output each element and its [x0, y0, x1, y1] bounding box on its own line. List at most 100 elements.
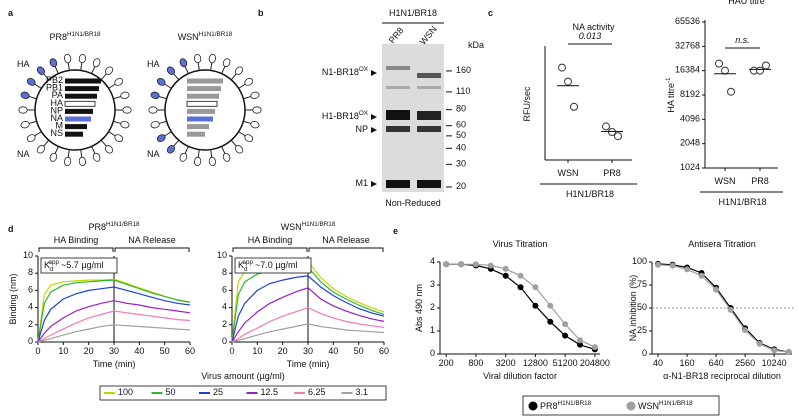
y-axis-label: RFU/sec: [522, 86, 532, 122]
phase-label: HA Binding: [248, 235, 293, 245]
marker-label: 80: [456, 104, 466, 114]
y-tick-label: 75: [637, 279, 647, 289]
series-line: [231, 287, 385, 343]
spike-head: [166, 145, 176, 154]
legend-box: [99, 385, 387, 401]
x-tick-label-part: 0: [35, 346, 40, 356]
kd-label: Kdapp ~7.0 µg/ml: [238, 259, 298, 273]
x-tick-label-part: 30: [303, 346, 313, 356]
y-tick-label-part: 2: [28, 319, 33, 329]
y-tick-label-part: 4: [222, 302, 227, 312]
spike-head: [78, 156, 87, 167]
spike-head: [179, 58, 188, 68]
data-point: [517, 284, 524, 291]
spike-head: [122, 106, 132, 114]
x-tick-label: 204800: [580, 358, 610, 368]
x-tick-label-part: WSN: [715, 176, 736, 186]
y-axis-label-part: NA inhibition (%): [628, 275, 638, 342]
data-point: [562, 332, 569, 339]
x-tick-label-part: 10240: [762, 358, 787, 368]
data-point: [602, 122, 610, 131]
chart-title-part: PR8: [88, 222, 106, 232]
segment-label-part: PB2: [46, 75, 63, 85]
x-tick-label-part: 60: [379, 346, 389, 356]
spike-head: [193, 53, 202, 64]
virus-title: WSNH1N1/BR18: [178, 31, 233, 43]
legend-title: Virus amount (µg/ml): [201, 371, 285, 381]
phase-label-part: HA Binding: [248, 235, 293, 245]
y-tick-label-part: 0: [642, 348, 647, 358]
segment-label-part: NA: [50, 113, 63, 123]
chart-title: HAU titre: [728, 0, 765, 6]
chart-title: PR8H1N1/BR18: [88, 221, 140, 233]
band-label: N1-BR18OX: [322, 66, 369, 78]
y-tick-label-part: 2: [222, 319, 227, 329]
unit-label: kDa: [468, 40, 484, 50]
segment-label-part: NS: [50, 129, 63, 139]
chart-title-part: H1N1/BR18: [302, 221, 336, 228]
x-tick-label: 50: [354, 346, 364, 356]
y-axis-label: HA titre-1: [665, 77, 677, 113]
y-tick-label-part: 8: [28, 268, 33, 278]
y-tick-label: 0: [430, 348, 435, 358]
band: [386, 126, 410, 132]
band: [386, 180, 410, 188]
data-point: [487, 262, 494, 269]
panel-label-part: d: [8, 224, 14, 234]
x-tick-label-part: 2560: [735, 358, 755, 368]
segment: [65, 93, 97, 99]
segment-label-part: M: [56, 121, 64, 131]
y-tick-label: 50: [637, 302, 647, 312]
kd-label-part: ~7.0 µg/ml: [255, 260, 297, 270]
segment-label: HA: [50, 98, 63, 108]
y-tick-label: 6: [222, 285, 227, 295]
spike-head: [234, 145, 244, 154]
legend-title-part: Virus amount (µg/ml): [201, 371, 285, 381]
gel-header-part: H1N1/BR18: [389, 8, 437, 18]
marker-label-part: 160: [456, 65, 471, 75]
y-tick-label: 10: [217, 250, 227, 260]
x-tick-label: 20: [84, 346, 94, 356]
spike-head: [222, 58, 231, 68]
x-tick-label: 10240: [762, 358, 787, 368]
x-tick-label-part: 10: [252, 346, 262, 356]
data-point: [532, 284, 539, 291]
protein-label-part: HA: [147, 59, 160, 69]
x-tick-label: 51200: [553, 358, 578, 368]
chart-title-part: Virus Titration: [493, 239, 548, 249]
band-label-part: H1-BR18: [322, 111, 359, 121]
segment-label-part: PB1: [46, 83, 63, 93]
x-tick-label-part: 800: [468, 358, 483, 368]
virus-title-part: H1N1/BR18: [199, 31, 233, 38]
chart-title: WSNH1N1/BR18: [281, 221, 336, 233]
x-tick-label-part: 640: [709, 358, 724, 368]
x-tick-label: 3200: [496, 358, 516, 368]
spike-head: [49, 58, 58, 68]
y-tick-label: 10: [23, 250, 33, 260]
y-tick-label: 4: [430, 256, 435, 266]
kd-label-part: d: [50, 266, 54, 273]
y-tick-label: 2: [430, 302, 435, 312]
band: [417, 111, 441, 120]
x-tick-label-part: 10: [58, 346, 68, 356]
series-line: [37, 300, 191, 343]
x-tick-label: 160: [680, 358, 695, 368]
x-axis-label: Viral dilution factor: [483, 371, 557, 381]
marker-label: 30: [456, 159, 466, 169]
marker-label-part: 20: [456, 181, 466, 191]
y-tick-label-part: 6: [28, 285, 33, 295]
chart-title: NA activity: [572, 22, 615, 32]
marker-label-part: 30: [456, 159, 466, 169]
y-tick-label: 2: [28, 319, 33, 329]
spike-head: [150, 91, 160, 100]
spike-head: [252, 106, 262, 114]
spike-head: [148, 106, 158, 114]
kd-label-part: K: [238, 260, 244, 270]
y-axis-label-part: Abs 490 nm: [414, 284, 424, 332]
y-tick-label: 2048: [680, 138, 700, 148]
y-tick-label-part: 4: [28, 302, 33, 312]
y-tick-label-part: 6: [222, 285, 227, 295]
virus-title-part: PR8: [49, 32, 67, 42]
spike-head: [20, 91, 30, 100]
phase-label-part: HA Binding: [54, 235, 99, 245]
